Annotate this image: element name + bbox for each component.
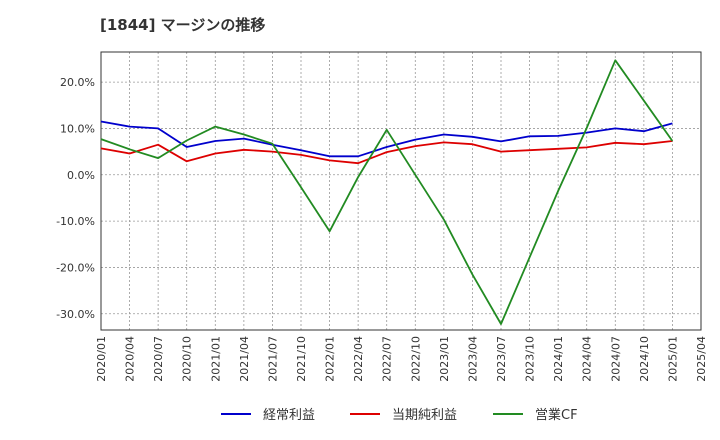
x-tick-label: 2022/10: [409, 336, 422, 382]
y-tick-label: 0.0%: [67, 169, 95, 182]
x-tick-label: 2022/01: [324, 336, 337, 382]
x-tick-label: 2020/10: [181, 336, 194, 382]
x-axis-ticks: 2020/01 2020/04 2020/07 2020/10 2021/01 2021/…: [95, 336, 708, 382]
legend-label-3: 営業CF: [535, 407, 578, 423]
legend-label-1: 経常利益: [263, 408, 315, 423]
x-tick-label: 2023/10: [524, 336, 537, 382]
y-tick-label: 10.0%: [60, 122, 95, 135]
x-tick-label: 2021/01: [209, 336, 222, 382]
x-tick-label: 2025/04: [695, 336, 708, 382]
x-tick-label: 2025/01: [666, 336, 679, 382]
x-tick-label: 2020/04: [124, 336, 137, 382]
y-tick-label: 20.0%: [60, 76, 95, 89]
x-tick-label: 2021/04: [238, 336, 251, 382]
x-tick-label: 2023/01: [438, 336, 451, 382]
y-axis-ticks: 20.0% 10.0% 0.0% -10.0% -20.0% -30.0%: [56, 76, 95, 321]
x-tick-label: 2020/07: [152, 336, 165, 382]
plot-frame: [100, 51, 702, 331]
x-tick-label: 2024/04: [581, 336, 594, 382]
x-tick-label: 2024/01: [552, 336, 565, 382]
x-tick-label: 2020/01: [95, 336, 108, 382]
x-tick-label: 2022/07: [381, 336, 394, 382]
x-tick-label: 2024/10: [638, 336, 651, 382]
y-tick-label: -30.0%: [56, 308, 95, 321]
legend: 経常利益 当期純利益 営業CF: [221, 407, 578, 423]
y-tick-label: -10.0%: [56, 215, 95, 228]
series-line-3: [100, 59, 674, 325]
grid-lines: [101, 52, 701, 330]
x-tick-label: 2024/07: [609, 336, 622, 382]
chart-title: [1844] マージンの推移: [100, 16, 266, 34]
x-tick-label: 2022/04: [352, 336, 365, 382]
y-tick-label: -20.0%: [56, 261, 95, 274]
series-line-1: [100, 120, 673, 158]
series-lines: [100, 59, 674, 325]
x-tick-label: 2023/04: [466, 336, 479, 382]
legend-label-2: 当期純利益: [392, 408, 457, 423]
x-tick-label: 2021/10: [295, 336, 308, 382]
x-tick-label: 2021/07: [266, 336, 279, 382]
x-tick-label: 2023/07: [495, 336, 508, 382]
